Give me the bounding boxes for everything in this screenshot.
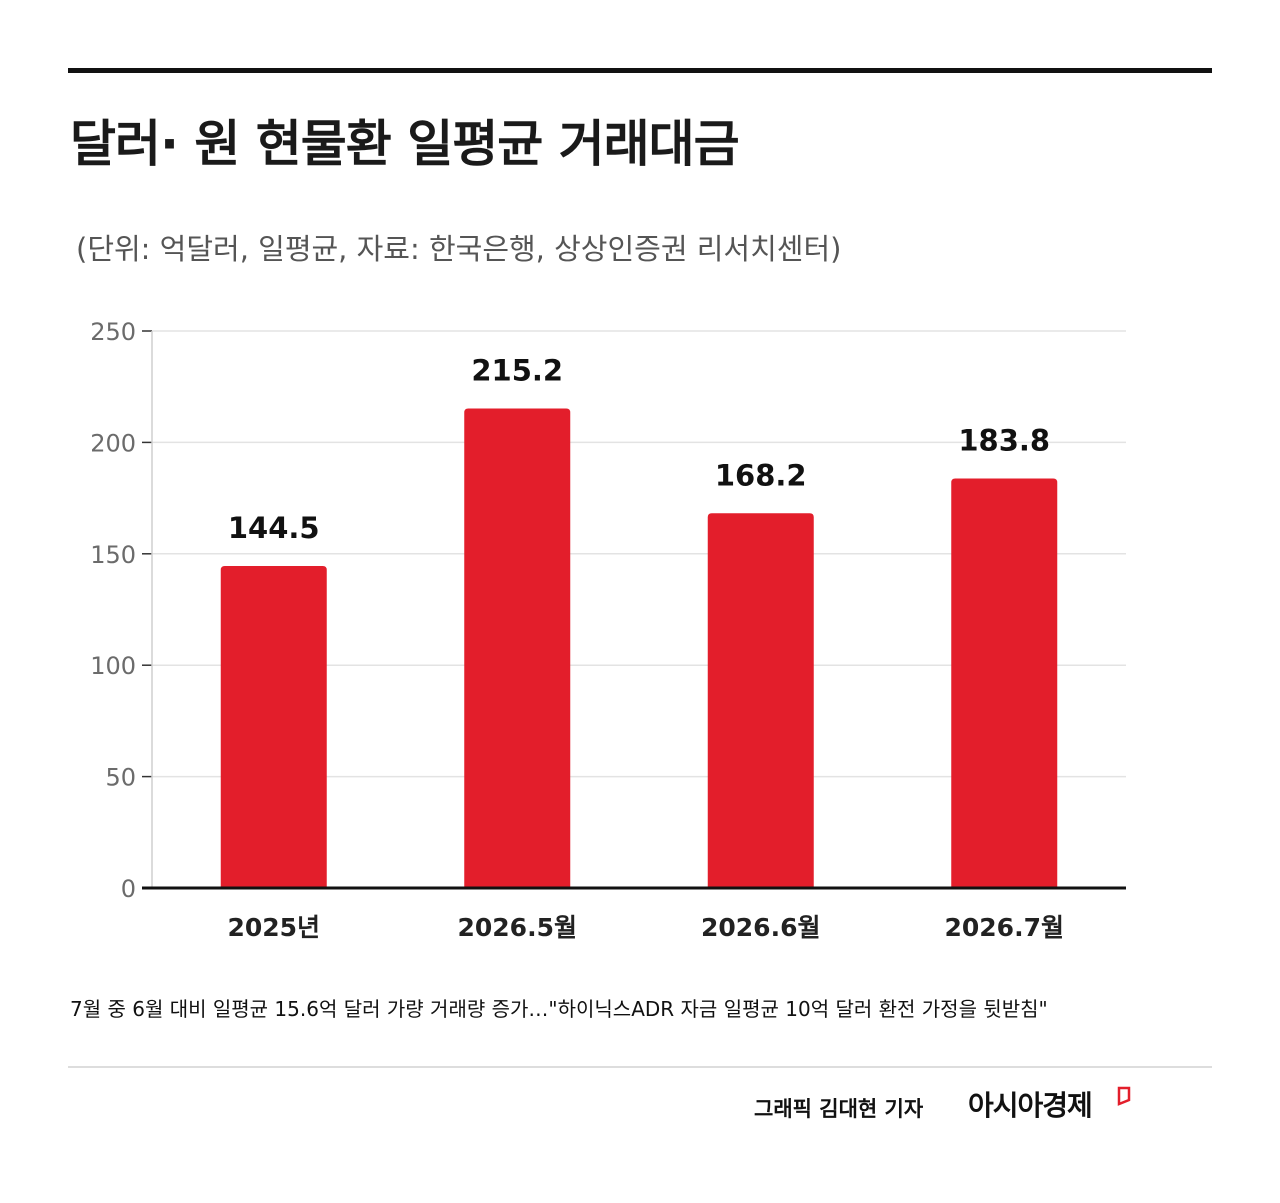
bar	[707, 513, 814, 888]
publisher-logo-mark-icon	[1117, 1086, 1131, 1106]
bar	[464, 408, 571, 888]
graphic-credit: 그래픽 김대현 기자	[754, 1097, 924, 1121]
bar	[951, 478, 1058, 888]
y-tick-label: 150	[90, 541, 136, 569]
x-category-label: 2026.7월	[945, 913, 1064, 942]
publisher-logo-text: 아시아경제	[968, 1089, 1093, 1122]
y-tick-label: 100	[90, 652, 136, 680]
y-tick-label: 200	[90, 429, 136, 457]
bar-value-label: 215.2	[471, 354, 563, 388]
y-tick-label: 0	[121, 875, 136, 903]
bottom-rule	[68, 1066, 1212, 1068]
chart-subtitle: (단위: 억달러, 일평균, 자료: 한국은행, 상상인증권 리서치센터)	[76, 232, 842, 266]
bar	[220, 566, 327, 888]
y-tick-label: 50	[105, 764, 136, 792]
bar-chart: 0 50 100 150 200 250 144.5 2025년 215.2 2026.5월 168…	[0, 300, 1280, 960]
x-category-label: 2025년	[227, 913, 320, 942]
chart-note: 7월 중 6월 대비 일평균 15.6억 달러 가량 거래량 증가…"하이닉스A…	[70, 997, 1048, 1021]
x-category-label: 2026.5월	[458, 913, 577, 942]
top-rule	[68, 68, 1212, 73]
chart-title: 달러· 원 현물환 일평균 거래대금	[70, 115, 740, 173]
x-category-label: 2026.6월	[701, 913, 820, 942]
bar-value-label: 144.5	[228, 511, 320, 545]
bar-value-label: 183.8	[958, 423, 1050, 457]
bar-value-label: 168.2	[715, 458, 807, 492]
chart-svg: 0 50 100 150 200 250 144.5 2025년 215.2 2026.5월 168…	[90, 318, 1126, 942]
y-tick-label: 250	[90, 318, 136, 346]
